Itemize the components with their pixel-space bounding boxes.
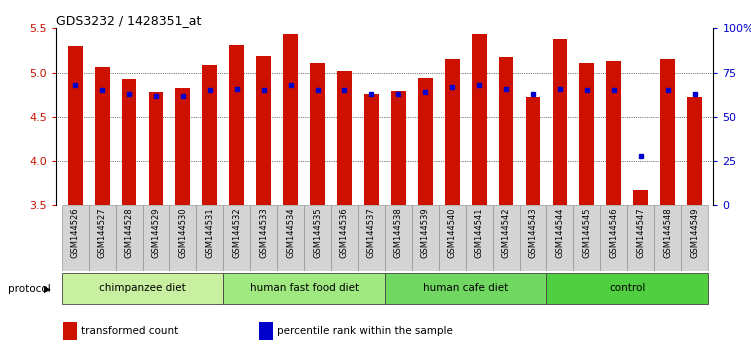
Bar (493, 205, 520, 271)
Bar (660, 59, 675, 205)
Bar (196, 205, 223, 271)
Text: GSM144528: GSM144528 (125, 207, 134, 258)
Bar (439, 205, 466, 271)
Text: GSM144535: GSM144535 (313, 207, 322, 258)
Bar (143, 205, 170, 271)
Text: GSM144542: GSM144542 (502, 207, 511, 258)
Bar (606, 61, 621, 205)
Bar (331, 205, 358, 271)
Text: GSM144547: GSM144547 (636, 207, 645, 258)
Bar (358, 205, 385, 271)
Bar (277, 205, 304, 271)
Bar (304, 205, 331, 271)
Text: GSM144533: GSM144533 (259, 207, 268, 258)
Bar (364, 94, 379, 205)
Bar (391, 91, 406, 205)
Text: GSM144544: GSM144544 (556, 207, 565, 258)
Bar (62, 273, 223, 304)
Text: GSM144534: GSM144534 (286, 207, 295, 258)
Text: GSM144548: GSM144548 (663, 207, 672, 258)
Bar (633, 190, 648, 205)
Text: GDS3232 / 1428351_at: GDS3232 / 1428351_at (56, 14, 202, 27)
Text: human fast food diet: human fast food diet (249, 283, 359, 293)
Bar (68, 46, 83, 205)
Text: GSM144536: GSM144536 (340, 207, 349, 258)
Bar (63, 322, 77, 340)
Text: transformed count: transformed count (81, 326, 179, 336)
Bar (62, 205, 89, 271)
Bar (526, 97, 541, 205)
Bar (499, 57, 514, 205)
Bar (170, 205, 196, 271)
Bar (229, 45, 244, 205)
Text: chimpanzee diet: chimpanzee diet (99, 283, 186, 293)
Bar (149, 92, 164, 205)
Text: GSM144530: GSM144530 (179, 207, 188, 258)
Bar (472, 34, 487, 205)
Bar (250, 205, 277, 271)
Bar (310, 63, 325, 205)
Bar (445, 59, 460, 205)
Bar (283, 34, 298, 205)
Text: GSM144539: GSM144539 (421, 207, 430, 258)
Text: GSM144549: GSM144549 (690, 207, 699, 258)
Text: GSM144538: GSM144538 (394, 207, 403, 258)
Bar (553, 39, 567, 205)
Bar (337, 71, 352, 205)
Bar (520, 205, 547, 271)
Text: ▶: ▶ (44, 285, 50, 294)
Text: GSM144543: GSM144543 (529, 207, 538, 258)
Text: GSM144545: GSM144545 (582, 207, 591, 258)
Text: GSM144537: GSM144537 (367, 207, 376, 258)
Bar (95, 67, 110, 205)
Bar (116, 205, 143, 271)
Bar (600, 205, 627, 271)
Bar (547, 205, 574, 271)
Bar (574, 205, 600, 271)
Text: GSM144526: GSM144526 (71, 207, 80, 258)
Bar (256, 56, 271, 205)
Bar (122, 79, 137, 205)
Bar (385, 205, 412, 271)
Bar (547, 273, 708, 304)
Bar (627, 205, 654, 271)
Bar (223, 205, 250, 271)
Bar (176, 88, 190, 205)
Bar (654, 205, 681, 271)
Bar (687, 97, 702, 205)
Text: GSM144540: GSM144540 (448, 207, 457, 258)
Bar (418, 78, 433, 205)
Bar (412, 205, 439, 271)
Bar (203, 65, 217, 205)
Text: control: control (609, 283, 645, 293)
Text: GSM144529: GSM144529 (152, 207, 161, 258)
Bar (466, 205, 493, 271)
Bar (223, 273, 385, 304)
Bar (580, 63, 594, 205)
Bar (385, 273, 547, 304)
Text: protocol: protocol (8, 284, 50, 294)
Bar (259, 322, 273, 340)
Text: GSM144527: GSM144527 (98, 207, 107, 258)
Text: percentile rank within the sample: percentile rank within the sample (277, 326, 453, 336)
Text: GSM144531: GSM144531 (205, 207, 214, 258)
Bar (681, 205, 708, 271)
Text: GSM144541: GSM144541 (475, 207, 484, 258)
Text: human cafe diet: human cafe diet (423, 283, 508, 293)
Text: GSM144546: GSM144546 (609, 207, 618, 258)
Text: GSM144532: GSM144532 (232, 207, 241, 258)
Bar (89, 205, 116, 271)
